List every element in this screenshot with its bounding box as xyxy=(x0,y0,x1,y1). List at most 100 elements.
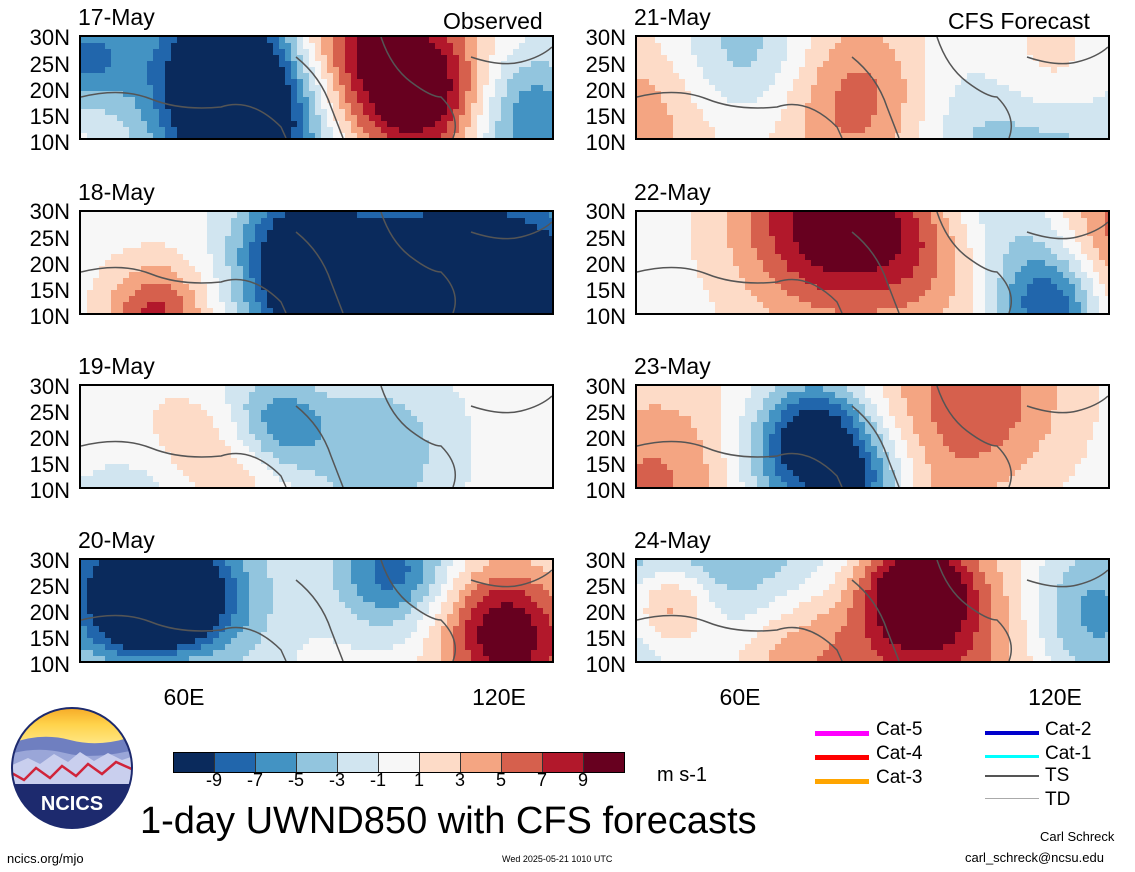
wind-cell xyxy=(297,590,303,596)
wind-cell xyxy=(327,596,333,602)
wind-cell xyxy=(399,79,405,85)
wind-cell xyxy=(357,73,363,79)
wind-cell xyxy=(357,608,363,614)
wind-cell xyxy=(513,242,519,248)
wind-cell xyxy=(249,284,255,290)
wind-cell xyxy=(309,440,315,446)
wind-cell xyxy=(351,127,357,133)
wind-cell xyxy=(249,67,255,73)
wind-cell xyxy=(495,398,501,404)
wind-cell xyxy=(333,392,339,398)
wind-cell xyxy=(393,284,399,290)
wind-cell xyxy=(273,440,279,446)
wind-cell xyxy=(153,602,159,608)
wind-cell xyxy=(495,596,501,602)
wind-cell xyxy=(429,85,435,91)
wind-cell xyxy=(357,127,363,133)
wind-cell xyxy=(315,97,321,103)
wind-cell xyxy=(501,482,507,487)
wind-cell xyxy=(333,620,339,626)
wind-cell xyxy=(537,218,543,224)
wind-cell xyxy=(297,127,303,133)
wind-cell xyxy=(405,212,411,218)
wind-cell xyxy=(81,458,87,464)
wind-cell xyxy=(291,392,297,398)
wind-cell xyxy=(165,260,171,266)
wind-cell xyxy=(147,43,153,49)
wind-cell xyxy=(261,428,267,434)
wind-cell xyxy=(243,404,249,410)
wind-cell xyxy=(447,422,453,428)
wind-cell xyxy=(411,218,417,224)
date-label: 17-May xyxy=(78,4,155,30)
wind-cell xyxy=(279,254,285,260)
wind-cell xyxy=(351,212,357,218)
wind-cell xyxy=(231,398,237,404)
wind-cell xyxy=(369,422,375,428)
wind-cell xyxy=(171,434,177,440)
wind-cell xyxy=(165,79,171,85)
wind-cell xyxy=(417,422,423,428)
wind-cell xyxy=(261,296,267,302)
wind-cell xyxy=(411,61,417,67)
wind-cell xyxy=(153,97,159,103)
wind-cell xyxy=(189,578,195,584)
wind-cell xyxy=(129,482,135,487)
wind-cell xyxy=(507,212,513,218)
wind-cell xyxy=(231,115,237,121)
wind-cell xyxy=(159,37,165,43)
wind-cell xyxy=(141,482,147,487)
wind-cell xyxy=(135,103,141,109)
wind-cell xyxy=(471,440,477,446)
wind-cell xyxy=(465,386,471,392)
wind-cell xyxy=(525,133,531,138)
coastline xyxy=(81,37,552,138)
wind-cell xyxy=(327,602,333,608)
wind-cell xyxy=(237,67,243,73)
wind-cell xyxy=(93,458,99,464)
wind-cell xyxy=(285,67,291,73)
wind-cell xyxy=(201,133,207,138)
wind-cell xyxy=(549,578,552,584)
wind-cell xyxy=(201,236,207,242)
wind-cell xyxy=(225,242,231,248)
wind-cell xyxy=(417,404,423,410)
wind-cell xyxy=(435,308,441,313)
wind-cell xyxy=(81,422,87,428)
wind-cell xyxy=(153,296,159,302)
wind-cell xyxy=(81,404,87,410)
wind-cell xyxy=(405,67,411,73)
wind-cell xyxy=(375,458,381,464)
wind-cell xyxy=(489,308,495,313)
wind-cell xyxy=(165,596,171,602)
wind-cell xyxy=(105,272,111,278)
wind-cell xyxy=(81,55,87,61)
wind-cell xyxy=(249,614,255,620)
wind-cell xyxy=(195,73,201,79)
wind-cell xyxy=(417,560,423,566)
wind-cell xyxy=(153,578,159,584)
wind-cell xyxy=(219,266,225,272)
wind-cell xyxy=(399,404,405,410)
wind-cell xyxy=(165,212,171,218)
wind-cell xyxy=(447,121,453,127)
wind-cell xyxy=(273,260,279,266)
wind-cell xyxy=(327,578,333,584)
wind-cell xyxy=(363,584,369,590)
wind-cell xyxy=(399,49,405,55)
wind-cell xyxy=(261,572,267,578)
wind-cell xyxy=(381,458,387,464)
wind-cell xyxy=(237,230,243,236)
wind-cell xyxy=(375,578,381,584)
wind-cell xyxy=(111,572,117,578)
wind-cell xyxy=(267,272,273,278)
wind-cell xyxy=(309,37,315,43)
wind-cell xyxy=(309,224,315,230)
wind-cell xyxy=(267,242,273,248)
wind-cell xyxy=(93,446,99,452)
wind-cell xyxy=(423,278,429,284)
wind-cell xyxy=(441,224,447,230)
wind-cell xyxy=(549,133,552,138)
wind-cell xyxy=(405,404,411,410)
wind-cell xyxy=(357,572,363,578)
